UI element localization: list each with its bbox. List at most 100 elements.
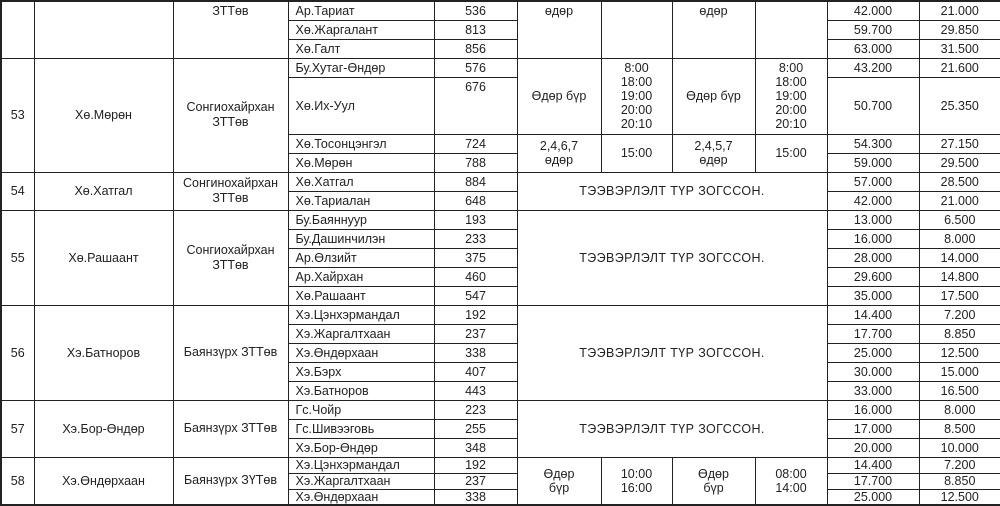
days-cell: Өдөр бүр [516,57,602,135]
center-cell: Сонгиохайрхан ЗТТөв [172,57,289,173]
table-row: Хө.Рашаант 547 35.000 17.500 [1,285,1000,306]
distance-cell: 536 [433,0,518,21]
fare-cell: 33.000 [826,380,920,401]
table-row: Хэ.Өндөрхаан 338 25.000 12.500 [1,488,1000,506]
half-fare-cell: 10.000 [918,437,1000,458]
destination-cell: Хэ.Батноров [33,304,174,401]
stop-cell: Ар.Тариат [287,0,435,21]
center-cell: Баянзүрх ЗҮТөв [172,456,289,506]
half-fare-cell: 12.500 [918,488,1000,506]
fare-cell: 14.400 [826,304,920,325]
fare-cell: 28.000 [826,247,920,268]
status-cell: ТЭЭВЭРЛЭЛТ ТҮР ЗОГССОН. [516,209,828,306]
half-fare-cell: 29.850 [918,19,1000,40]
stop-cell: Хэ.Жаргалтхаан [287,472,435,490]
destination-cell: Хэ.Өндөрхаан [33,456,174,506]
fare-cell: 30.000 [826,361,920,382]
stop-cell: Хэ.Бор-Өндөр [287,437,435,458]
table-row: Хө.Тосонцэнгэл 724 2,4,6,7 өдөр 15:00 2,… [1,133,1000,173]
table-row: Хэ.Өндөрхаан 338 25.000 12.500 [1,342,1000,363]
half-fare-cell: 21.000 [918,190,1000,211]
stop-cell: Ар.Хайрхан [287,266,435,287]
table-row: Хө.Галт 856 63.000 31.500 [1,38,1000,59]
distance-cell: 348 [433,437,518,458]
fare-cell: 50.700 [826,76,920,135]
half-fare-cell: 8.850 [918,323,1000,344]
fare-cell: 17.700 [826,472,920,490]
fare-cell: 35.000 [826,285,920,306]
status-cell: ТЭЭВЭРЛЭЛТ ТҮР ЗОГССОН. [516,399,828,458]
half-fare-cell: 21.000 [918,0,1000,21]
row-number-cell: 55 [0,209,35,306]
distance-cell: 856 [433,38,518,59]
days-cell: Өдөр бүр [516,456,602,506]
destination-cell: Хө.Мөрөн [33,57,174,173]
distance-cell: 237 [433,472,518,490]
fare-cell: 16.000 [826,399,920,420]
destination-cell: Хө.Рашаант [33,209,174,306]
fare-cell: 43.200 [826,57,920,78]
half-fare-cell: 16.500 [918,380,1000,401]
stop-cell: Хө.Тариалан [287,190,435,211]
distance-cell: 193 [433,209,518,230]
distance-cell: 237 [433,323,518,344]
stop-cell: Хэ.Жаргалтхаан [287,323,435,344]
stop-cell: Хэ.Цэнхэрмандал [287,456,435,474]
fare-cell: 42.000 [826,0,920,21]
fare-cell: 29.600 [826,266,920,287]
row-number-cell: 53 [0,57,35,173]
table-row: 57 Хэ.Бор-Өндөр Баянзүрх ЗТТөв Гс.Чойр 2… [0,399,1000,458]
row-number-cell: 54 [0,171,35,211]
center-cell: ЗТТөв [172,0,289,59]
distance-cell: 460 [433,266,518,287]
destination-cell [33,0,174,59]
half-fare-cell: 6.500 [918,209,1000,230]
distance-cell: 233 [433,228,518,249]
distance-cell: 813 [433,19,518,40]
distance-cell: 192 [433,304,518,325]
times-cell: 15:00 [754,133,828,173]
fare-cell: 17.000 [826,418,920,439]
half-fare-cell: 25.350 [918,76,1000,135]
distance-cell: 223 [433,399,518,420]
table-row: Ар.Хайрхан 460 29.600 14.800 [1,266,1000,287]
half-fare-cell: 8.500 [918,418,1000,439]
half-fare-cell: 7.200 [918,456,1000,474]
row-number-cell: 58 [0,456,35,506]
center-cell: Сонгинохайрхан ЗТТөв [172,171,289,211]
fare-cell: 57.000 [826,171,920,192]
stop-cell: Хө.Тосонцэнгэл [287,133,435,154]
table-row: Хө.Тариалан 648 42.000 21.000 [1,190,1000,211]
half-fare-cell: 29.500 [918,152,1000,173]
half-fare-cell: 8.000 [918,228,1000,249]
distance-cell: 884 [433,171,518,192]
times-cell: 8:00 18:00 19:00 20:00 20:10 [600,57,673,135]
times-cell [754,0,828,59]
fare-cell: 63.000 [826,38,920,59]
stop-cell: Хө.Мөрөн [287,152,435,173]
days-cell: Өдөр бүр [671,57,756,135]
table-row: 53 Хө.Мөрөн Сонгиохайрхан ЗТТөв Бу.Хутаг… [0,57,1000,173]
table-row: Хэ.Бэрх 407 30.000 15.000 [1,361,1000,382]
row-number-cell [0,0,35,59]
center-cell: Баянзүрх ЗТТөв [172,304,289,401]
half-fare-cell: 7.200 [918,304,1000,325]
stop-cell: Бу.Баяннуур [287,209,435,230]
half-fare-cell: 28.500 [918,171,1000,192]
table-row: Хэ.Батноров 443 33.000 16.500 [1,380,1000,401]
half-fare-cell: 14.800 [918,266,1000,287]
fare-cell: 16.000 [826,228,920,249]
stop-cell: Хэ.Батноров [287,380,435,401]
distance-cell: 788 [433,152,518,173]
stop-cell: Хэ.Цэнхэрмандал [287,304,435,325]
stop-cell: Бу.Дашинчилэн [287,228,435,249]
stop-cell: Хө.Жаргалант [287,19,435,40]
days-cell: 2,4,5,7 өдөр [671,133,756,173]
fare-cell: 25.000 [826,342,920,363]
times-cell: 8:00 18:00 19:00 20:00 20:10 [754,57,828,135]
half-fare-cell: 8.000 [918,399,1000,420]
distance-cell: 547 [433,285,518,306]
half-fare-cell: 15.000 [918,361,1000,382]
stop-cell: Гс.Чойр [287,399,435,420]
